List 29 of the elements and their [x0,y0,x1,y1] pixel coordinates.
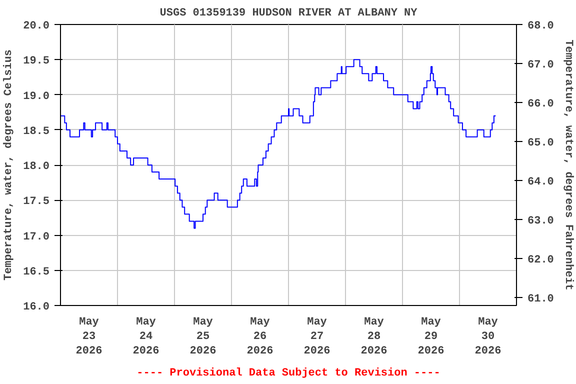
x-tick-label: May 25 2026 [190,316,216,358]
x-tick-label: May 23 2026 [76,316,102,358]
y2-tick-label: 65.0 [528,138,554,150]
x-tick-label: May 29 2026 [418,316,444,358]
y-tick-label: 19.0 [23,90,50,103]
text: ---- Provisional Data Subject to Revision ---- [136,368,440,380]
x-tick-label: May 30 2026 [474,316,502,358]
y-tick-label: 16.5 [23,266,50,278]
y-tick-label: 18.0 [23,161,50,173]
chart-title: USGS 01359139 HUDSON RIVER AT ALBANY NY [160,8,418,20]
y-tick-label: 19.5 [23,56,50,68]
x-tick-label: May 28 2026 [360,316,388,358]
y-tick-label: 20.0 [23,20,50,32]
y2-tick-label: 66.0 [528,98,554,111]
y-axis-title: Temperature, water, degrees Celsius [3,49,16,281]
x-tick-label: May 24 2026 [132,316,160,358]
y-tick-label: 16.0 [23,302,50,314]
y2-tick-label: 67.0 [528,60,554,72]
y2-tick-label: 61.0 [528,294,554,306]
y2-tick-label: 64.0 [528,176,554,189]
y-tick-label: 17.5 [23,196,50,208]
y2-tick-label: 68.0 [528,20,554,32]
x-tick-label: May 26 2026 [246,316,274,358]
y2-tick-label: 62.0 [528,254,554,267]
y2-tick-label: 63.0 [528,216,554,228]
y2-axis-title: Temperature, water, degrees Fahrenheit [562,40,574,290]
x-tick-label: May 27 2026 [304,316,330,358]
y-tick-label: 17.0 [23,231,50,244]
y-tick-label: 18.5 [23,126,50,138]
